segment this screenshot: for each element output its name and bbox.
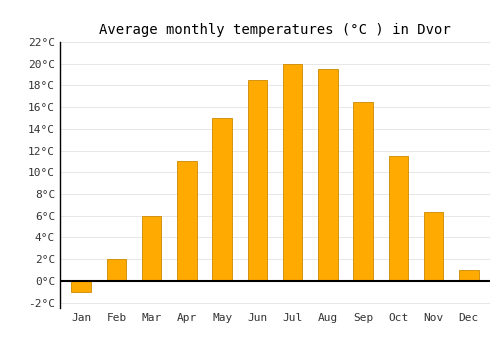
Bar	[354, 102, 373, 281]
Bar	[388, 156, 408, 281]
Bar	[318, 69, 338, 281]
Bar	[283, 64, 302, 281]
Bar	[177, 161, 197, 281]
Bar	[106, 259, 126, 281]
Bar	[248, 80, 267, 281]
Bar	[72, 281, 91, 292]
Bar	[459, 270, 478, 281]
Bar	[142, 216, 162, 281]
Title: Average monthly temperatures (°C ) in Dvor: Average monthly temperatures (°C ) in Dv…	[99, 23, 451, 37]
Bar	[212, 118, 232, 281]
Bar	[424, 212, 444, 281]
